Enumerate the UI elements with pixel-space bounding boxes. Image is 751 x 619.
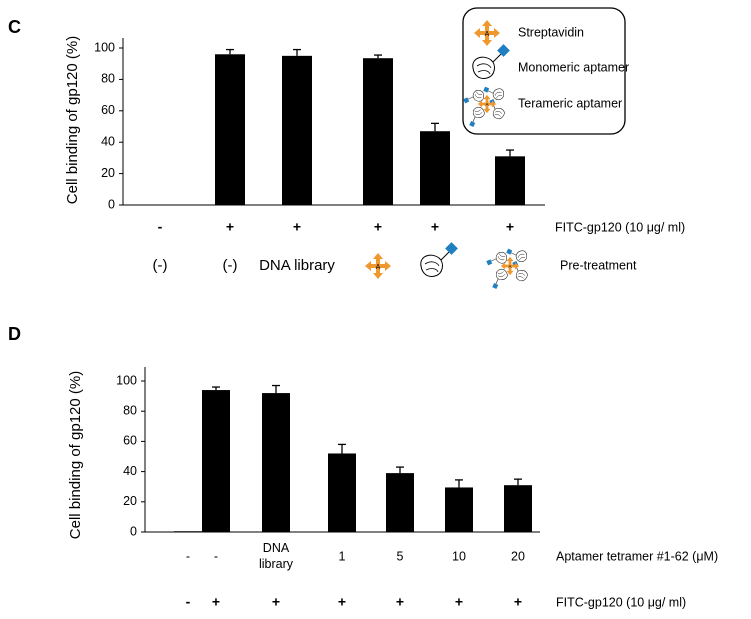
error-bar	[396, 466, 404, 474]
y-tick-label: 20	[123, 494, 137, 508]
row-label: FITC-gp120 (10 μg/ ml)	[555, 220, 685, 234]
error-bar	[431, 122, 439, 132]
panel-label: C	[8, 17, 21, 37]
bar	[174, 531, 202, 532]
y-tick-label: 100	[116, 373, 137, 387]
row-cell: (-)	[153, 257, 168, 274]
y-tick-label: 80	[123, 403, 137, 417]
row-cell: (-)	[223, 257, 238, 274]
row-cell: +	[506, 219, 514, 235]
error-bar	[338, 443, 346, 454]
y-tick-label: 20	[101, 166, 115, 180]
error-bar	[514, 478, 522, 486]
bar	[445, 487, 473, 532]
row-cell: +	[455, 594, 463, 610]
row-cell: +	[374, 219, 382, 235]
error-bar	[212, 386, 220, 391]
bar	[328, 453, 356, 532]
row-cell: +	[226, 219, 234, 235]
row-cell: +	[338, 594, 346, 610]
y-tick-label: 60	[101, 103, 115, 117]
y-tick-label: 0	[108, 197, 115, 211]
legend-label: Streptavidin	[518, 25, 584, 39]
error-bar	[226, 48, 234, 55]
bar	[262, 393, 290, 532]
row-cell: -	[186, 549, 190, 563]
icon	[485, 243, 531, 290]
icon	[365, 253, 391, 279]
bar	[495, 156, 525, 205]
row-cell: 20	[511, 549, 525, 563]
y-axis-label: Cell binding of gp120 (%)	[67, 371, 84, 539]
error-bar	[455, 479, 463, 488]
row-label: FITC-gp120 (10 μg/ ml)	[556, 595, 686, 609]
bar	[504, 485, 532, 532]
y-tick-label: 60	[123, 434, 137, 448]
panel-label: D	[8, 324, 21, 344]
y-tick-label: 100	[94, 40, 115, 54]
row-cell: DNA library	[259, 257, 335, 274]
row-cell: +	[272, 594, 280, 610]
row-cell: +	[212, 594, 220, 610]
bar	[386, 473, 414, 532]
y-tick-label: 40	[123, 464, 137, 478]
bar	[282, 55, 312, 205]
y-tick-label: 80	[101, 72, 115, 86]
error-bar	[272, 384, 280, 394]
row-cell: +	[396, 594, 404, 610]
error-bar	[293, 48, 301, 56]
y-axis-label: Cell binding of gp120 (%)	[64, 36, 81, 204]
row-cell: -	[186, 594, 191, 610]
row-label: Pre-treatment	[560, 258, 637, 272]
bar	[363, 58, 393, 205]
bar	[215, 54, 245, 205]
bar	[420, 131, 450, 205]
icon	[420, 241, 459, 277]
row-cell: 5	[397, 549, 404, 563]
row-cell: 1	[339, 549, 346, 563]
legend-label: Monomeric aptamer	[518, 60, 629, 74]
row-cell: -	[214, 549, 218, 563]
y-tick-label: 40	[101, 134, 115, 148]
bar	[202, 390, 230, 532]
row-cell: -	[158, 219, 163, 235]
row-cell: +	[514, 594, 522, 610]
error-bar	[506, 149, 514, 157]
row-cell: 10	[452, 549, 466, 563]
legend-box	[462, 7, 626, 135]
y-tick-label: 0	[130, 524, 137, 538]
row-label: Aptamer tetramer #1-62 (μM)	[556, 549, 718, 563]
row-cell: +	[293, 219, 301, 235]
legend-label: Terameric aptamer	[518, 96, 622, 110]
row-cell: +	[431, 219, 439, 235]
error-bar	[374, 54, 382, 59]
row-cell: DNA library	[259, 541, 294, 571]
